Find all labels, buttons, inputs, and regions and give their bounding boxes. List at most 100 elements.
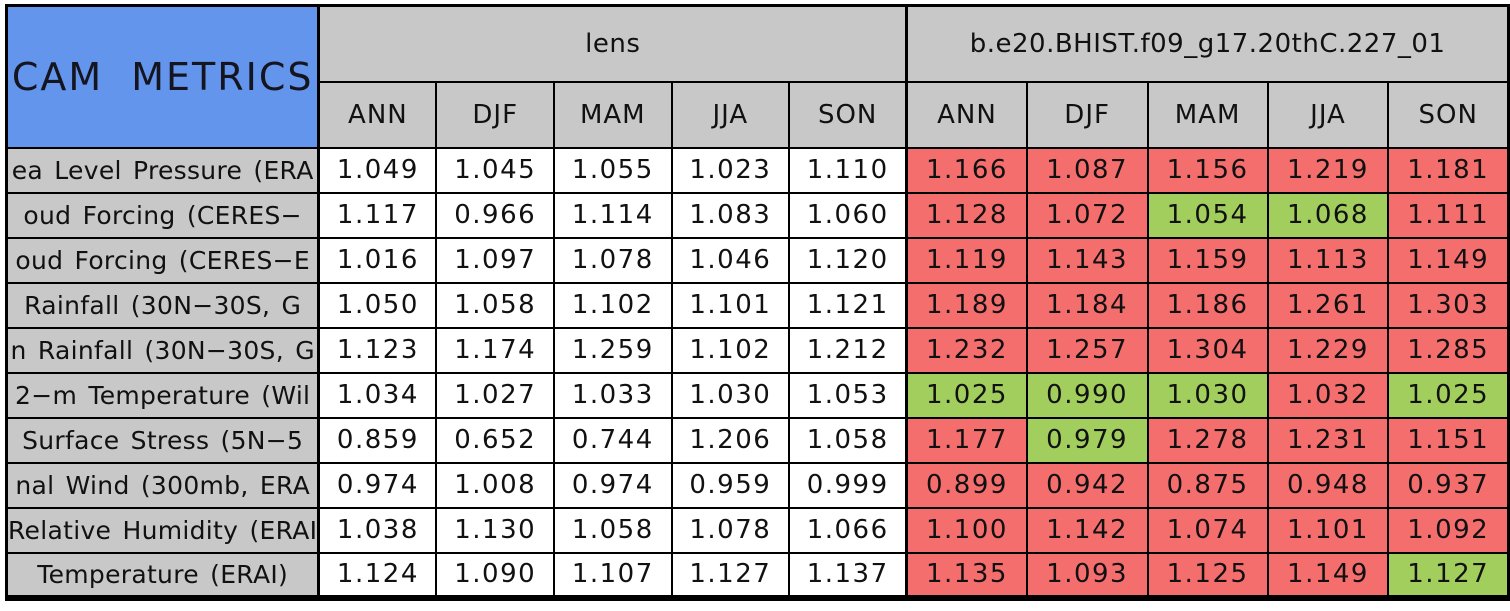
model-value-cell: 1.068 — [1266, 191, 1390, 239]
metric-label-cell: Relative Humidity (ERAI — [5, 506, 320, 554]
model-value-cell: 1.127 — [1387, 551, 1510, 599]
model-value-cell: 1.229 — [1266, 326, 1390, 374]
model-value-cell: 1.285 — [1387, 326, 1510, 374]
lens-value-cell: 1.058 — [553, 506, 673, 554]
lens-value-cell: 1.117 — [317, 191, 438, 239]
model-value-cell: 1.186 — [1146, 281, 1269, 329]
model-value-cell: 1.261 — [1266, 281, 1390, 329]
lens-value-cell: 0.652 — [435, 416, 555, 464]
model-value-cell: 1.257 — [1025, 326, 1149, 374]
lens-value-cell: 1.049 — [317, 146, 438, 194]
model-value-cell: 1.111 — [1387, 191, 1510, 239]
lens-season-header-jja: JJA — [670, 80, 791, 149]
lens-value-cell: 1.023 — [670, 146, 791, 194]
lens-value-cell: 1.120 — [788, 236, 908, 284]
table-title-cell: CAM METRICS — [5, 4, 320, 149]
model-value-cell: 1.159 — [1146, 236, 1269, 284]
model-season-header-djf: DJF — [1025, 80, 1149, 149]
lens-value-cell: 1.114 — [553, 191, 673, 239]
lens-value-cell: 1.127 — [670, 551, 791, 599]
lens-value-cell: 1.055 — [553, 146, 673, 194]
metric-row-4: n Rainfall (30N−30S, G 1.123 1.174 1.259 1.1… — [5, 326, 1510, 374]
lens-value-cell: 1.102 — [670, 326, 791, 374]
lens-value-cell: 1.038 — [317, 506, 438, 554]
cam-metrics-figure: CAM METRICS lens b.e20.BHIST.f09_g17.20t… — [5, 4, 1510, 601]
table-title: CAM METRICS — [11, 54, 314, 99]
lens-value-cell: 1.078 — [670, 506, 791, 554]
lens-value-cell: 1.123 — [317, 326, 438, 374]
metric-label: Rainfall (30N−30S, G — [24, 290, 302, 320]
model-value-cell: 1.184 — [1025, 281, 1149, 329]
lens-value-cell: 1.090 — [435, 551, 555, 599]
lens-group-header: lens — [317, 4, 908, 83]
model-value-cell: 1.054 — [1146, 191, 1269, 239]
lens-season-header-ann: ANN — [317, 80, 438, 149]
model-season-header-ann: ANN — [905, 80, 1028, 149]
metric-label-cell: 2−m Temperature (Wil — [5, 371, 320, 419]
lens-value-cell: 1.110 — [788, 146, 908, 194]
lens-value-cell: 0.959 — [670, 461, 791, 509]
lens-value-cell: 1.058 — [435, 281, 555, 329]
lens-group-label: lens — [585, 28, 641, 59]
model-value-cell: 1.072 — [1025, 191, 1149, 239]
lens-value-cell: 1.034 — [317, 371, 438, 419]
model-value-cell: 0.942 — [1025, 461, 1149, 509]
lens-season-header-djf: DJF — [435, 80, 555, 149]
metric-label: nal Wind (300mb, ERA — [15, 470, 311, 500]
model-value-cell: 1.074 — [1146, 506, 1269, 554]
lens-value-cell: 1.212 — [788, 326, 908, 374]
lens-value-cell: 1.259 — [553, 326, 673, 374]
metric-row-2: oud Forcing (CERES−E 1.016 1.097 1.078 1.046… — [5, 236, 1510, 284]
model-season-header-mam: MAM — [1146, 80, 1269, 149]
model-value-cell: 1.278 — [1146, 416, 1269, 464]
metric-row-9: Temperature (ERAI) 1.124 1.090 1.107 1.127 1.… — [5, 551, 1510, 599]
metric-row-8: Relative Humidity (ERAI 1.038 1.130 1.058 1.… — [5, 506, 1510, 554]
model-season-header-son: SON — [1387, 80, 1510, 149]
model-value-cell: 1.092 — [1387, 506, 1510, 554]
metric-label-cell: Rainfall (30N−30S, G — [5, 281, 320, 329]
metric-label-cell: Temperature (ERAI) — [5, 551, 320, 599]
model-value-cell: 0.979 — [1025, 416, 1149, 464]
lens-value-cell: 1.206 — [670, 416, 791, 464]
metric-label-cell: Surface Stress (5N−5 — [5, 416, 320, 464]
lens-value-cell: 1.124 — [317, 551, 438, 599]
model-value-cell: 1.100 — [905, 506, 1028, 554]
model-value-cell: 1.025 — [905, 371, 1028, 419]
metric-label-cell: nal Wind (300mb, ERA — [5, 461, 320, 509]
model-value-cell: 1.189 — [905, 281, 1028, 329]
lens-value-cell: 1.027 — [435, 371, 555, 419]
model-value-cell: 0.875 — [1146, 461, 1269, 509]
lens-value-cell: 1.045 — [435, 146, 555, 194]
model-value-cell: 1.303 — [1387, 281, 1510, 329]
metric-label-cell: oud Forcing (CERES−E — [5, 236, 320, 284]
metrics-tbody: ea Level Pressure (ERA 1.049 1.045 1.055 1.0… — [5, 146, 1510, 599]
lens-value-cell: 1.050 — [317, 281, 438, 329]
season-header-row: ANN DJF MAM JJA SON ANN DJF MAM JJA SON — [7, 80, 1510, 149]
lens-value-cell: 1.102 — [553, 281, 673, 329]
metric-row-0: ea Level Pressure (ERA 1.049 1.045 1.055 1.0… — [5, 146, 1510, 194]
lens-value-cell: 1.097 — [435, 236, 555, 284]
model-value-cell: 1.143 — [1025, 236, 1149, 284]
lens-value-cell: 1.121 — [788, 281, 908, 329]
lens-value-cell: 1.046 — [670, 236, 791, 284]
model-value-cell: 1.177 — [905, 416, 1028, 464]
metric-label: Relative Humidity (ERAI — [8, 515, 318, 545]
lens-value-cell: 0.744 — [553, 416, 673, 464]
model-value-cell: 0.937 — [1387, 461, 1510, 509]
metric-label: n Rainfall (30N−30S, G — [10, 335, 315, 365]
lens-value-cell: 0.966 — [435, 191, 555, 239]
metric-label: oud Forcing (CERES−E — [15, 245, 310, 275]
group-header-row: CAM METRICS lens b.e20.BHIST.f09_g17.20t… — [5, 4, 1510, 149]
model-value-cell: 1.151 — [1387, 416, 1510, 464]
model-value-cell: 1.128 — [905, 191, 1028, 239]
metric-label-cell: n Rainfall (30N−30S, G — [5, 326, 320, 374]
cam-metrics-table: CAM METRICS lens b.e20.BHIST.f09_g17.20t… — [5, 4, 1510, 601]
model-value-cell: 1.025 — [1387, 371, 1510, 419]
model-value-cell: 1.119 — [905, 236, 1028, 284]
model-value-cell: 0.990 — [1025, 371, 1149, 419]
model-value-cell: 1.232 — [905, 326, 1028, 374]
lens-value-cell: 1.101 — [670, 281, 791, 329]
model-value-cell: 1.142 — [1025, 506, 1149, 554]
metric-label: 2−m Temperature (Wil — [15, 380, 311, 410]
model-value-cell: 1.113 — [1266, 236, 1390, 284]
